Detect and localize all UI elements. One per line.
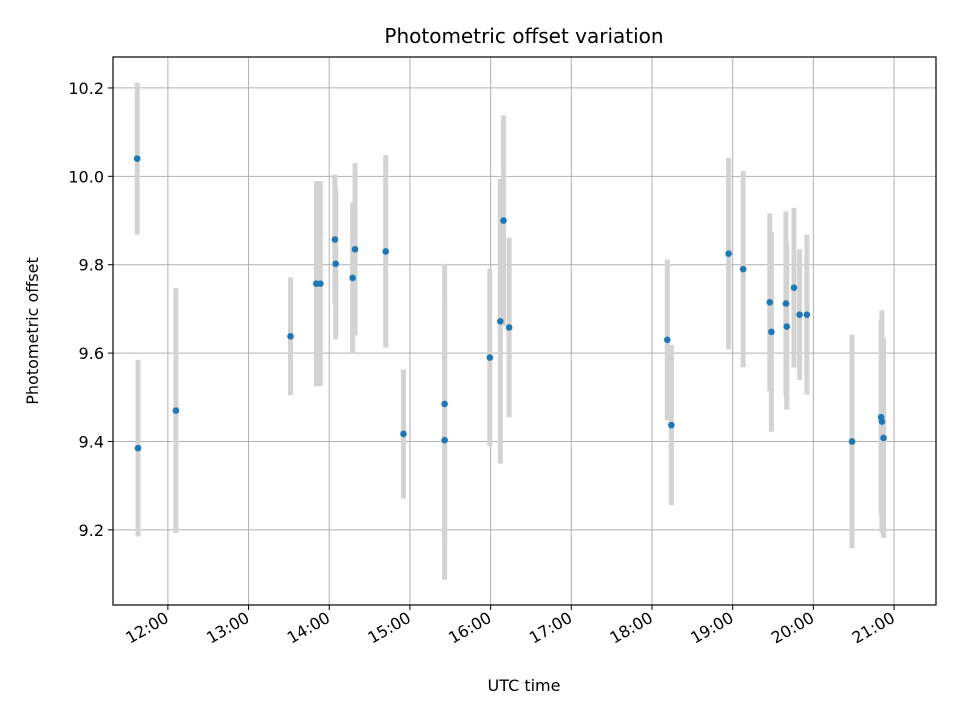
data-point bbox=[486, 354, 494, 361]
data-point bbox=[349, 274, 356, 282]
data-point bbox=[725, 250, 732, 257]
plot-frame bbox=[112, 56, 937, 606]
data-point bbox=[496, 317, 504, 325]
data-point bbox=[664, 336, 671, 344]
data-point bbox=[668, 421, 675, 429]
y-tick-label: 10.2 bbox=[68, 79, 104, 98]
data-point bbox=[441, 436, 448, 444]
y-tick-label: 9.8 bbox=[79, 256, 104, 275]
data-point bbox=[848, 438, 856, 445]
data-point bbox=[880, 434, 887, 442]
data-point bbox=[500, 217, 507, 224]
data-point bbox=[382, 248, 390, 255]
data-point bbox=[768, 328, 775, 336]
data-point bbox=[803, 311, 811, 318]
data-points bbox=[133, 155, 887, 452]
data-point bbox=[331, 236, 339, 243]
grid-lines bbox=[113, 57, 936, 605]
y-axis-ticks: 9.2 9.4 9.6 9.8 10.0 10.2 bbox=[68, 79, 113, 540]
data-point bbox=[782, 300, 790, 307]
y-tick-label: 10.0 bbox=[68, 167, 104, 186]
data-point bbox=[400, 430, 407, 438]
y-tick-label: 9.2 bbox=[79, 521, 104, 540]
data-point bbox=[796, 311, 803, 318]
chart-title: Photometric offset variation bbox=[384, 24, 663, 48]
data-point bbox=[505, 324, 513, 331]
data-point bbox=[766, 298, 774, 306]
data-point bbox=[441, 400, 448, 408]
data-point bbox=[133, 155, 141, 162]
y-axis-label: Photometric offset bbox=[23, 257, 42, 405]
data-point bbox=[317, 280, 324, 288]
data-point bbox=[134, 444, 142, 452]
x-axis-label: UTC time bbox=[488, 676, 561, 695]
data-point bbox=[332, 260, 339, 268]
data-point bbox=[172, 407, 180, 414]
data-point bbox=[878, 418, 886, 425]
data-point bbox=[739, 265, 747, 273]
data-point bbox=[287, 333, 294, 340]
y-tick-label: 9.4 bbox=[79, 432, 104, 451]
y-tick-label: 9.6 bbox=[79, 344, 104, 363]
data-point bbox=[351, 245, 359, 253]
data-point bbox=[790, 284, 798, 291]
data-point bbox=[783, 323, 791, 330]
